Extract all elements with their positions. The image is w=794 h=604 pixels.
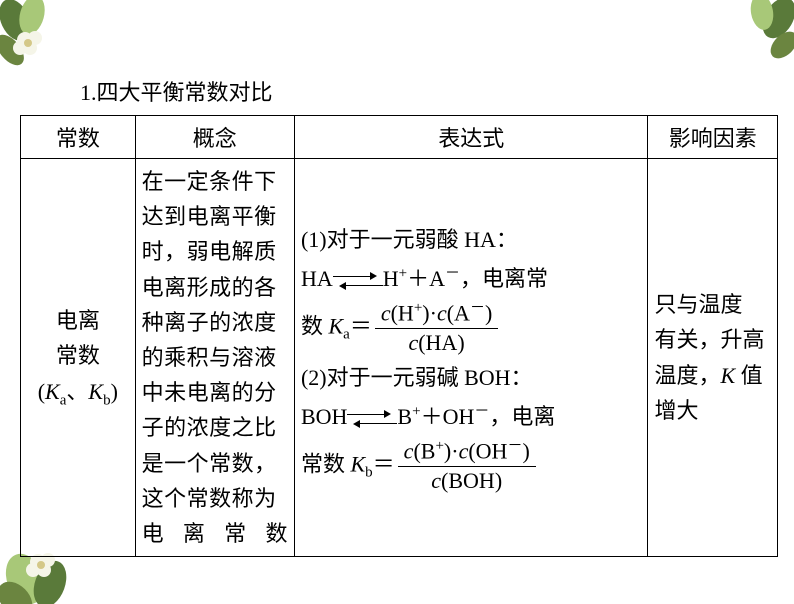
expr1-shu: 数 [301, 313, 329, 338]
expr2-b: b [365, 464, 373, 480]
expr1-A-minus: － [445, 266, 460, 282]
equilibrium-arrow-icon [333, 272, 383, 290]
expr2-eq: ＝ [373, 451, 395, 476]
expr1-suffix: ，电离常 [460, 266, 548, 291]
constant-Kb-K: K [88, 379, 103, 404]
factor-K: K [720, 363, 735, 388]
expr2-suffix: ，电离 [489, 404, 555, 429]
factor-line3a: 温度， [654, 363, 720, 388]
header-concept: 概念 [135, 116, 294, 159]
expression-block-2: (2)对于一元弱碱 BOH： BOH B+＋OH－，电离 常数 Kb＝c(B+)·… [301, 358, 642, 496]
constant-label-1: 电离 [56, 308, 100, 333]
comparison-table: 常数 概念 表达式 影响因素 电离 常数 (Ka、Kb) 在一定条件下达到电离平… [20, 115, 778, 557]
expr1-a: a [343, 327, 350, 343]
expr1-A: A [429, 266, 445, 291]
factor-line2: 有关，升高 [654, 327, 764, 352]
cell-expression: (1)对于一元弱酸 HA： HAH+＋A－，电离常 数 Ka＝c(H+)·c(A… [294, 159, 648, 557]
expr1-K: K [328, 313, 343, 338]
expr2-add: ＋ [421, 404, 443, 429]
expr2-changshu: 常数 [301, 451, 351, 476]
concept-text: 在一定条件下达到电离平衡时，弱电解质电离形成的各种离子的浓度的乘积与溶液中未电离… [142, 169, 288, 546]
header-expression: 表达式 [294, 116, 648, 159]
cell-factor: 只与温度 有关，升高 温度，K 值 增大 [648, 159, 778, 557]
constant-paren-close: ) [111, 379, 118, 404]
expr1-H: H [383, 266, 399, 291]
expr1-H-plus: + [399, 266, 407, 282]
factor-line4: 增大 [654, 398, 698, 423]
constant-Kb-b: b [103, 392, 111, 408]
expr1-add: ＋ [407, 266, 429, 291]
factor-line1: 只与温度 [654, 292, 742, 317]
expr2-K: K [350, 451, 365, 476]
cell-constant: 电离 常数 (Ka、Kb) [21, 159, 136, 557]
equilibrium-arrow-icon [347, 410, 397, 428]
expr1-eq: ＝ [350, 313, 372, 338]
expr2-B-plus: + [412, 404, 420, 420]
expression-block-1: (1)对于一元弱酸 HA： HA H+＋A－，电离常 数 Ka＝c(H+)·c(A… [301, 220, 642, 358]
fraction-Ka: c(H+)·c(A－)c(HA) [375, 299, 498, 358]
factor-line3b: 值 [735, 363, 763, 388]
expr2-prefix: (2)对于一元弱碱 BOH： [301, 365, 533, 390]
expr2-OH: OH [443, 404, 475, 429]
leaf-decoration-top-left [0, 0, 60, 120]
expr2-OH-minus: － [474, 404, 489, 420]
fraction-Kb: c(B+)·c(OH－)c(BOH) [398, 437, 536, 496]
constant-sep: 、 [66, 379, 88, 404]
section-heading: 1.四大平衡常数对比 [80, 75, 273, 107]
leaf-decoration-top-right [734, 0, 794, 100]
header-factor: 影响因素 [648, 116, 778, 159]
expr2-B: B [397, 404, 412, 429]
constant-label-2: 常数 [56, 343, 100, 368]
expr1-prefix: (1)对于一元弱酸 HA： [301, 227, 518, 252]
expr1-HA: HA [301, 266, 333, 291]
constant-Ka-K: K [45, 379, 60, 404]
cell-concept: 在一定条件下达到电离平衡时，弱电解质电离形成的各种离子的浓度的乘积与溶液中未电离… [135, 159, 294, 557]
table-header-row: 常数 概念 表达式 影响因素 [21, 116, 778, 159]
table-row: 电离 常数 (Ka、Kb) 在一定条件下达到电离平衡时，弱电解质电离形成的各种离… [21, 159, 778, 557]
constant-paren-open: ( [38, 379, 45, 404]
expr2-BOH: BOH [301, 404, 347, 429]
header-constant: 常数 [21, 116, 136, 159]
